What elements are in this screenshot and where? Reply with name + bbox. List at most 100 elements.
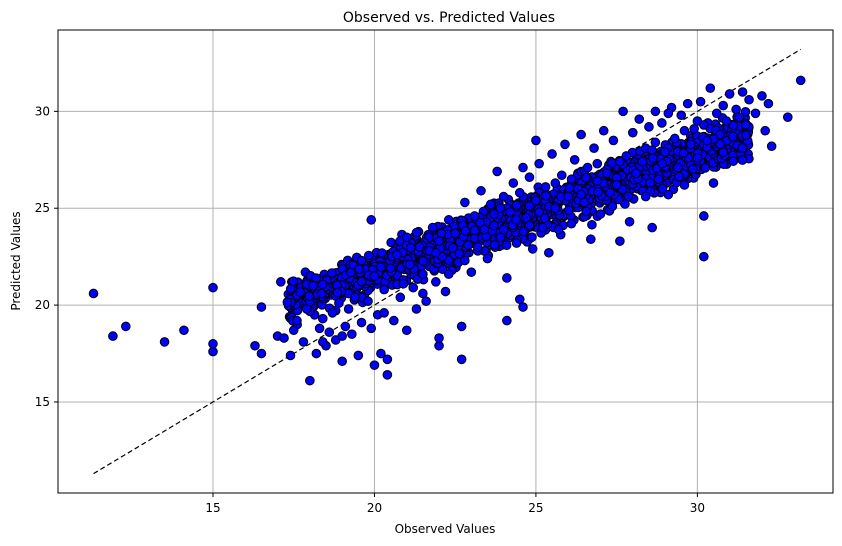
data-point xyxy=(108,331,118,341)
data-point xyxy=(498,191,509,202)
cloud-point xyxy=(354,264,364,275)
data-point xyxy=(679,180,690,190)
data-point xyxy=(728,131,738,142)
data-point xyxy=(598,125,609,136)
data-point xyxy=(663,108,674,119)
cloud-point xyxy=(715,139,726,149)
data-point xyxy=(650,106,661,117)
data-point xyxy=(208,282,218,293)
data-point xyxy=(766,141,777,152)
x-axis-ticks: 15 20 25 30 xyxy=(205,493,705,515)
data-point xyxy=(347,329,357,339)
cloud-point xyxy=(657,183,668,194)
data-point xyxy=(498,224,509,235)
data-point xyxy=(431,277,441,287)
data-point xyxy=(724,89,735,99)
data-point xyxy=(715,129,725,140)
data-point xyxy=(401,232,412,243)
data-point xyxy=(279,333,289,343)
data-point xyxy=(669,133,680,144)
data-point xyxy=(379,308,389,318)
data-point xyxy=(676,110,687,121)
data-point xyxy=(576,129,586,140)
cloud-point xyxy=(593,187,603,197)
data-point xyxy=(489,209,499,219)
data-point xyxy=(531,135,541,146)
cloud-point xyxy=(741,130,751,140)
data-point xyxy=(511,238,522,248)
cloud-point xyxy=(316,288,327,299)
cloud-point xyxy=(581,206,591,217)
cloud-point xyxy=(317,279,328,290)
data-point xyxy=(479,224,490,235)
data-point xyxy=(540,182,551,192)
data-point xyxy=(434,236,444,246)
data-point xyxy=(337,331,347,341)
data-point xyxy=(505,207,515,217)
cloud-point xyxy=(718,147,729,158)
data-point xyxy=(366,323,377,334)
cloud-point xyxy=(288,276,299,286)
data-point xyxy=(208,339,218,349)
data-point xyxy=(308,280,318,291)
data-point xyxy=(734,112,745,122)
data-point xyxy=(337,356,347,367)
data-point xyxy=(398,278,409,289)
data-point xyxy=(285,350,296,361)
data-point xyxy=(366,215,377,225)
data-point xyxy=(405,259,415,270)
data-point xyxy=(718,100,729,111)
data-point xyxy=(537,222,548,233)
data-point xyxy=(469,211,480,221)
cloud-point xyxy=(728,156,739,166)
cloud-point xyxy=(566,174,577,184)
cloud-point xyxy=(740,107,751,117)
data-point xyxy=(550,178,561,188)
data-point xyxy=(411,304,422,314)
plot-frame xyxy=(57,29,834,494)
data-point xyxy=(595,209,606,219)
data-point xyxy=(482,253,493,264)
data-point xyxy=(179,325,189,336)
data-point xyxy=(376,348,386,359)
cloud-point xyxy=(363,250,374,261)
data-point xyxy=(686,139,696,150)
cloud-point xyxy=(645,178,655,188)
data-point xyxy=(605,187,615,198)
x-axis-label: Observed Values xyxy=(395,522,496,536)
data-point xyxy=(495,203,506,214)
data-point xyxy=(618,106,628,117)
data-point xyxy=(705,83,716,93)
data-point xyxy=(401,325,412,336)
data-point xyxy=(356,255,367,266)
data-point xyxy=(682,98,693,109)
gridlines xyxy=(58,30,833,493)
cloud-point xyxy=(448,243,458,253)
cloud-point xyxy=(527,232,537,242)
y-tick-label: 30 xyxy=(35,104,50,118)
data-point xyxy=(159,337,170,347)
data-point xyxy=(602,168,612,179)
data-point xyxy=(324,327,335,338)
data-point xyxy=(624,216,635,227)
data-point xyxy=(489,220,499,231)
data-point xyxy=(256,302,267,312)
cloud-point xyxy=(511,200,522,210)
data-point xyxy=(418,269,428,279)
data-point xyxy=(531,195,541,206)
data-point xyxy=(392,249,402,260)
data-point xyxy=(334,298,344,308)
cloud-point xyxy=(700,163,711,173)
cloud-point xyxy=(728,120,739,131)
data-point xyxy=(466,267,477,277)
data-point xyxy=(502,273,512,283)
data-point xyxy=(434,333,444,343)
data-point xyxy=(760,125,770,136)
data-point xyxy=(634,114,645,124)
data-point xyxy=(556,170,567,181)
cloud-point xyxy=(282,297,293,308)
data-point xyxy=(427,222,438,233)
data-point xyxy=(414,242,425,252)
data-point xyxy=(327,308,338,318)
